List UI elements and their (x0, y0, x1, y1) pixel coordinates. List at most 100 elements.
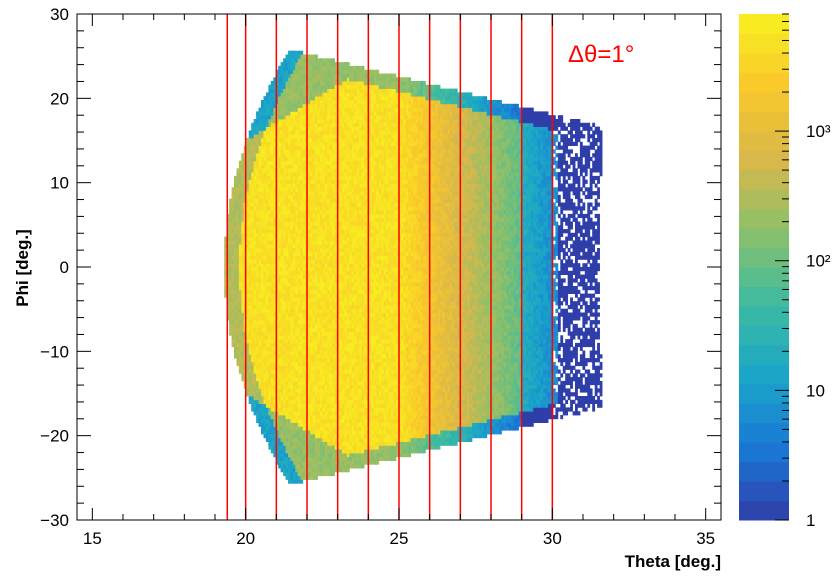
heatmap-cell (310, 289, 313, 294)
heatmap-cell (312, 339, 316, 344)
heatmap-cell (248, 248, 252, 253)
heatmap-cell (273, 172, 277, 177)
heatmap-cell (268, 346, 272, 351)
heatmap-cell (290, 107, 294, 112)
heatmap-cell (238, 187, 242, 192)
heatmap-cell (226, 244, 230, 249)
heatmap-cell (351, 282, 355, 287)
heatmap-cell (236, 229, 240, 234)
heatmap-cell (302, 441, 306, 446)
heatmap-cell (302, 471, 306, 477)
heatmap-cell (268, 149, 272, 154)
heatmap-cell (263, 183, 267, 188)
heatmap-cell (317, 58, 321, 63)
heatmap-cell (324, 236, 328, 241)
heatmap-cell (285, 54, 289, 59)
heatmap-cell (319, 126, 323, 131)
heatmap-cell (297, 407, 301, 412)
heatmap-cell (334, 369, 338, 374)
heatmap-cell (342, 126, 345, 131)
heatmap-cell (290, 380, 294, 386)
heatmap-cell (307, 278, 311, 283)
heatmap-cell (273, 335, 277, 340)
heatmap-cell (251, 149, 255, 154)
heatmap-cell (319, 149, 323, 154)
heatmap-cell (285, 380, 289, 386)
heatmap-cell (327, 418, 331, 423)
heatmap-cell (351, 221, 355, 226)
heatmap-cell (275, 308, 279, 313)
heatmap-cell (297, 327, 301, 332)
heatmap-cell (295, 361, 299, 367)
heatmap-cell (349, 350, 353, 355)
heatmap-cell (310, 407, 313, 412)
heatmap-cell (337, 426, 340, 431)
heatmap-cell (322, 342, 326, 348)
heatmap-cell (327, 103, 331, 108)
heatmap-cell (332, 115, 335, 120)
heatmap-cell (251, 350, 255, 355)
heatmap-cell (319, 411, 323, 416)
heatmap-cell (297, 77, 301, 82)
heatmap-cell (292, 335, 296, 340)
heatmap-cell (319, 468, 323, 473)
heatmap-cell (248, 308, 252, 313)
heatmap-cell (261, 320, 264, 325)
heatmap-cell (253, 308, 257, 313)
heatmap-cell (270, 323, 274, 329)
heatmap-cell (342, 445, 345, 450)
heatmap-cell (278, 418, 282, 423)
heatmap-cell (300, 282, 304, 287)
heatmap-cell (285, 81, 289, 86)
heatmap-cell (270, 126, 274, 131)
heatmap-cell (261, 251, 264, 256)
heatmap-cell (342, 289, 345, 294)
heatmap-cell (263, 138, 267, 143)
heatmap-cell (300, 198, 304, 203)
heatmap-cell (229, 259, 232, 264)
heatmap-cell (351, 84, 355, 89)
heatmap-cell (285, 282, 289, 287)
heatmap-cell (288, 96, 291, 101)
heatmap-cell (337, 422, 340, 427)
heatmap-cell (310, 225, 313, 230)
heatmap-cell (312, 312, 316, 317)
heatmap-cell (344, 346, 348, 351)
heatmap-cell (288, 384, 291, 389)
heatmap-cell (288, 210, 291, 215)
heatmap-cell (351, 354, 355, 359)
heatmap-cell (236, 323, 240, 329)
heatmap-cell (297, 331, 301, 336)
heatmap-cell (307, 54, 311, 59)
heatmap-cell (248, 305, 252, 310)
heatmap-cell (258, 354, 262, 359)
heatmap-cell (238, 229, 242, 234)
heatmap-cell (280, 270, 284, 275)
heatmap-cell (275, 145, 279, 150)
heatmap-cell (290, 403, 294, 408)
heatmap-cell (337, 100, 340, 105)
heatmap-cell (327, 274, 331, 279)
heatmap-cell (329, 168, 333, 173)
heatmap-cell (351, 153, 355, 158)
heatmap-cell (253, 327, 257, 332)
heatmap-cell (307, 73, 311, 78)
heatmap-cell (324, 156, 328, 162)
heatmap-cell (337, 449, 340, 454)
heatmap-cell (224, 286, 228, 291)
heatmap-cell (275, 358, 279, 363)
heatmap-cell (270, 274, 274, 279)
heatmap-cell (231, 282, 235, 287)
heatmap-cell (273, 377, 277, 382)
heatmap-cell (349, 407, 353, 412)
heatmap-cell (317, 69, 321, 74)
heatmap-cell (290, 168, 294, 173)
heatmap-cell (337, 149, 340, 154)
heatmap-cell (300, 96, 304, 101)
heatmap-cell (332, 141, 335, 146)
heatmap-cell (346, 403, 350, 408)
heatmap-cell (253, 289, 257, 294)
heatmap-cell (324, 316, 328, 321)
heatmap-cell (253, 297, 257, 302)
heatmap-cell (278, 365, 282, 370)
